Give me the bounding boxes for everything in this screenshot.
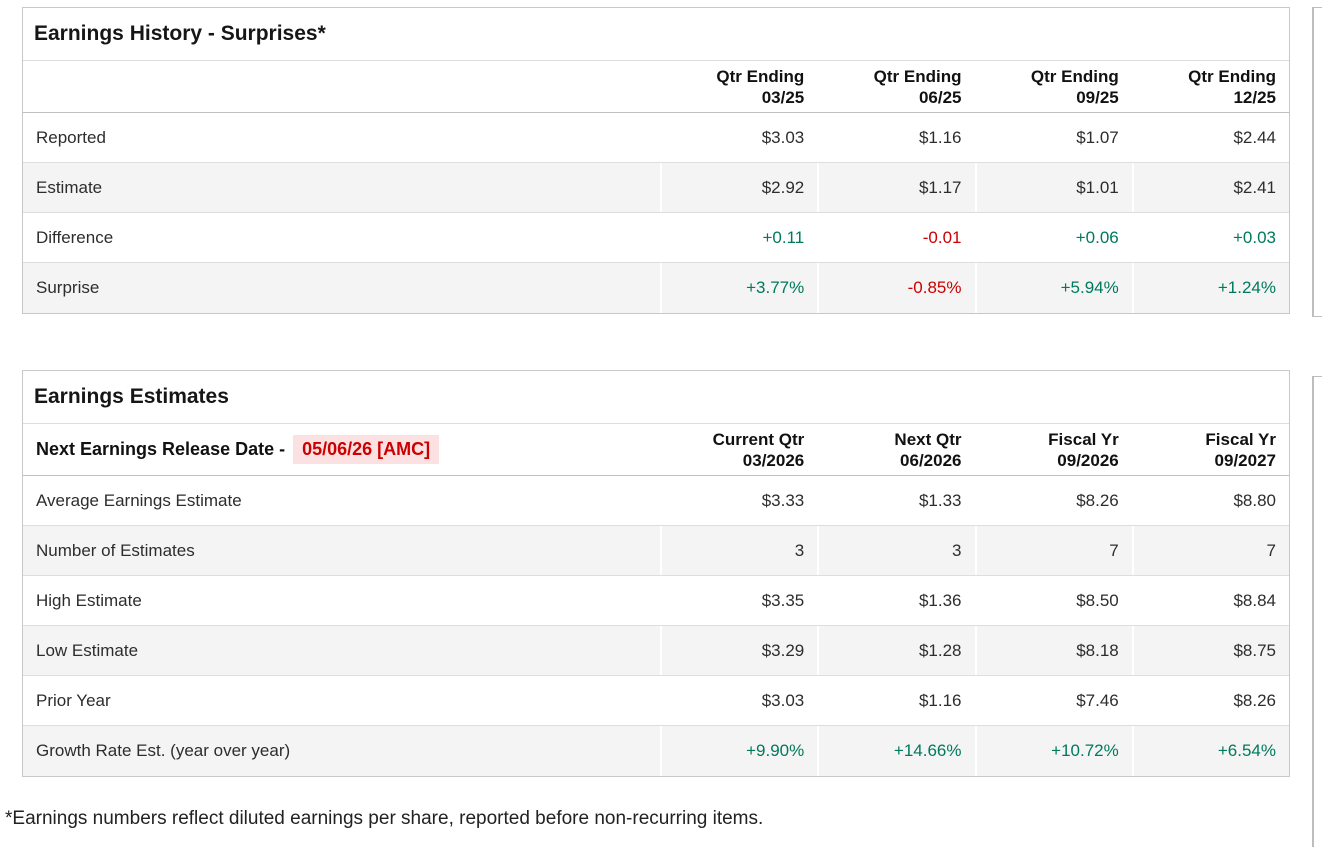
- row-label: Estimate: [36, 177, 103, 197]
- row-label: Number of Estimates: [36, 540, 195, 560]
- cell-value: $8.84: [1131, 576, 1289, 625]
- column-header-fiscal-yr-2027: Fiscal Yr 09/2027: [1131, 424, 1289, 475]
- cell-value: $1.33: [817, 476, 974, 525]
- cell-value: $2.41: [1131, 163, 1289, 212]
- cell-value: $3.33: [660, 476, 817, 525]
- cell-value: $3.03: [660, 676, 817, 725]
- cell-value: $1.16: [817, 113, 974, 162]
- cell-value: $3.35: [660, 576, 817, 625]
- row-label: Difference: [36, 227, 114, 247]
- cell-value: $8.75: [1131, 626, 1289, 675]
- cell-value-positive: +10.72%: [974, 726, 1132, 776]
- column-header-fiscal-yr-2026: Fiscal Yr 09/2026: [974, 424, 1132, 475]
- column-header-line1: Current Qtr: [712, 429, 805, 449]
- column-header-line2: 09/2026: [1057, 450, 1119, 470]
- cell-value: $2.92: [660, 163, 817, 212]
- column-header-qtr-0625: Qtr Ending 06/25: [817, 61, 974, 112]
- table-row-low-estimate: Low Estimate $3.29 $1.28 $8.18 $8.75: [23, 626, 1289, 676]
- earnings-history-header-row: Qtr Ending 03/25 Qtr Ending 06/25 Qtr En…: [23, 61, 1289, 113]
- release-date-label: Next Earnings Release Date -: [36, 439, 286, 459]
- row-label: Low Estimate: [36, 640, 139, 660]
- column-header-line2: 12/25: [1233, 87, 1276, 107]
- column-header-qtr-0325: Qtr Ending 03/25: [660, 61, 817, 112]
- cell-value-positive: +6.54%: [1131, 726, 1289, 776]
- adjacent-panel-edge-bottom: [1312, 376, 1322, 847]
- cell-value-positive: +3.77%: [660, 263, 817, 313]
- cell-value-positive: +14.66%: [817, 726, 974, 776]
- cell-value: $7.46: [974, 676, 1132, 725]
- earnings-history-title: Earnings History - Surprises*: [23, 8, 1289, 61]
- table-row-difference: Difference +0.11 -0.01 +0.06 +0.03: [23, 213, 1289, 263]
- table-row-estimate: Estimate $2.92 $1.17 $1.01 $2.41: [23, 163, 1289, 213]
- table-row-prior-year: Prior Year $3.03 $1.16 $7.46 $8.26: [23, 676, 1289, 726]
- row-label: High Estimate: [36, 590, 142, 610]
- cell-value: $8.80: [1131, 476, 1289, 525]
- column-header-line1: Qtr Ending: [1188, 66, 1276, 86]
- column-header-line1: Fiscal Yr: [1205, 429, 1276, 449]
- row-label: Reported: [36, 127, 106, 147]
- cell-value: 3: [817, 526, 974, 575]
- cell-value: $8.26: [1131, 676, 1289, 725]
- cell-value-positive: +9.90%: [660, 726, 817, 776]
- cell-value: $2.44: [1131, 113, 1289, 162]
- cell-value-positive: +0.11: [660, 213, 817, 262]
- cell-value: $1.16: [817, 676, 974, 725]
- release-date-value: 05/06/26 [AMC]: [293, 435, 440, 464]
- earnings-estimates-table: Earnings Estimates Next Earnings Release…: [22, 370, 1290, 777]
- column-header-qtr-0925: Qtr Ending 09/25: [974, 61, 1132, 112]
- column-header-line1: Qtr Ending: [873, 66, 962, 86]
- cell-value: $1.36: [817, 576, 974, 625]
- row-label: Average Earnings Estimate: [36, 490, 242, 510]
- row-label: Prior Year: [36, 690, 111, 710]
- column-header-line1: Next Qtr: [894, 429, 962, 449]
- column-header-line2: 06/25: [918, 87, 962, 107]
- column-header-line1: Qtr Ending: [1030, 66, 1119, 86]
- column-header-line2: 03/25: [761, 87, 805, 107]
- earnings-history-table: Earnings History - Surprises* Qtr Ending…: [22, 7, 1290, 314]
- cell-value: 7: [1131, 526, 1289, 575]
- column-header-line1: Qtr Ending: [716, 66, 805, 86]
- cell-value: $1.01: [974, 163, 1132, 212]
- cell-value-positive: +1.24%: [1131, 263, 1289, 313]
- next-earnings-release: Next Earnings Release Date - 05/06/26 [A…: [23, 424, 660, 475]
- cell-value: $8.18: [974, 626, 1132, 675]
- table-row-surprise: Surprise +3.77% -0.85% +5.94% +1.24%: [23, 263, 1289, 313]
- cell-value: 3: [660, 526, 817, 575]
- column-header-line2: 06/2026: [900, 450, 962, 470]
- cell-value: $1.07: [974, 113, 1132, 162]
- row-label: Surprise: [36, 278, 100, 297]
- header-spacer: [23, 61, 660, 112]
- cell-value: 7: [974, 526, 1132, 575]
- earnings-estimates-title: Earnings Estimates: [23, 371, 1289, 424]
- table-row-number-of-estimates: Number of Estimates 3 3 7 7: [23, 526, 1289, 576]
- earnings-estimates-header-row: Next Earnings Release Date - 05/06/26 [A…: [23, 424, 1289, 476]
- cell-value: $8.50: [974, 576, 1132, 625]
- table-row-average-earnings-estimate: Average Earnings Estimate $3.33 $1.33 $8…: [23, 476, 1289, 526]
- column-header-current-qtr: Current Qtr 03/2026: [660, 424, 817, 475]
- table-row-growth-rate: Growth Rate Est. (year over year) +9.90%…: [23, 726, 1289, 776]
- earnings-footnote: *Earnings numbers reflect diluted earnin…: [5, 808, 764, 829]
- cell-value-positive: +5.94%: [974, 263, 1132, 313]
- cell-value: $1.28: [817, 626, 974, 675]
- cell-value-negative: -0.85%: [817, 263, 974, 313]
- adjacent-panel-edge-top: [1312, 7, 1322, 317]
- cell-value: $1.17: [817, 163, 974, 212]
- table-row-reported: Reported $3.03 $1.16 $1.07 $2.44: [23, 113, 1289, 163]
- column-header-line1: Fiscal Yr: [1048, 429, 1119, 449]
- cell-value: $8.26: [974, 476, 1132, 525]
- cell-value-negative: -0.01: [817, 213, 974, 262]
- column-header-next-qtr: Next Qtr 06/2026: [817, 424, 974, 475]
- cell-value-positive: +0.03: [1131, 213, 1289, 262]
- cell-value-positive: +0.06: [974, 213, 1132, 262]
- cell-value: $3.03: [660, 113, 817, 162]
- table-row-high-estimate: High Estimate $3.35 $1.36 $8.50 $8.84: [23, 576, 1289, 626]
- column-header-line2: 09/2027: [1214, 450, 1276, 470]
- row-label: Growth Rate Est. (year over year): [36, 741, 291, 760]
- column-header-line2: 03/2026: [742, 450, 805, 470]
- column-header-qtr-1225: Qtr Ending 12/25: [1131, 61, 1289, 112]
- cell-value: $3.29: [660, 626, 817, 675]
- column-header-line2: 09/25: [1076, 87, 1119, 107]
